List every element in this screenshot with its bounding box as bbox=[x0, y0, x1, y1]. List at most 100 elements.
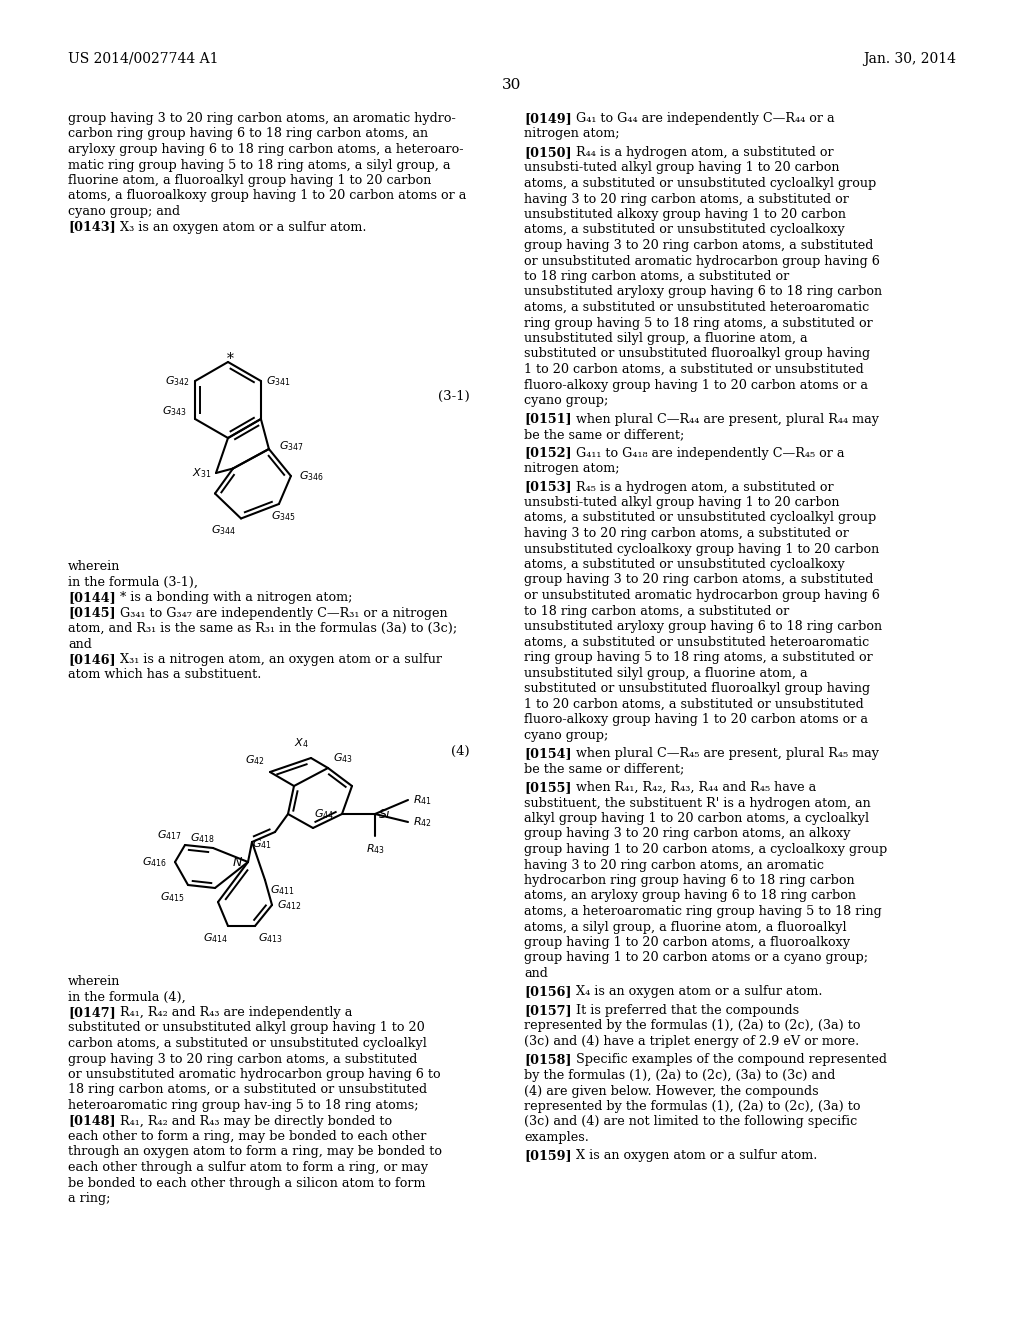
Text: examples.: examples. bbox=[524, 1131, 589, 1144]
Text: $G_{42}$: $G_{42}$ bbox=[246, 754, 265, 767]
Text: $X_4$: $X_4$ bbox=[294, 737, 309, 750]
Text: alkyl group having 1 to 20 carbon atoms, a cycloalkyl: alkyl group having 1 to 20 carbon atoms,… bbox=[524, 812, 869, 825]
Text: and: and bbox=[524, 968, 548, 979]
Text: group having 3 to 20 ring carbon atoms, an aromatic hydro-: group having 3 to 20 ring carbon atoms, … bbox=[68, 112, 456, 125]
Text: atoms, a silyl group, a fluorine atom, a fluoroalkyl: atoms, a silyl group, a fluorine atom, a… bbox=[524, 920, 847, 933]
Text: a ring;: a ring; bbox=[68, 1192, 111, 1205]
Text: atom which has a substituent.: atom which has a substituent. bbox=[68, 668, 261, 681]
Text: group having 1 to 20 carbon atoms, a cycloalkoxy group: group having 1 to 20 carbon atoms, a cyc… bbox=[524, 843, 887, 855]
Text: X₄ is an oxygen atom or a sulfur atom.: X₄ is an oxygen atom or a sulfur atom. bbox=[575, 986, 822, 998]
Text: [0150]: [0150] bbox=[524, 147, 571, 158]
Text: [0154]: [0154] bbox=[524, 747, 571, 760]
Text: in the formula (4),: in the formula (4), bbox=[68, 990, 185, 1003]
Text: group having 3 to 20 ring carbon atoms, an alkoxy: group having 3 to 20 ring carbon atoms, … bbox=[524, 828, 851, 841]
Text: $G_{347}$: $G_{347}$ bbox=[279, 440, 304, 453]
Text: $G_{411}$: $G_{411}$ bbox=[270, 883, 295, 896]
Text: US 2014/0027744 A1: US 2014/0027744 A1 bbox=[68, 51, 218, 66]
Text: represented by the formulas (1), (2a) to (2c), (3a) to: represented by the formulas (1), (2a) to… bbox=[524, 1100, 860, 1113]
Text: and: and bbox=[68, 638, 92, 651]
Text: $G_{414}$: $G_{414}$ bbox=[203, 931, 228, 945]
Text: to 18 ring carbon atoms, a substituted or: to 18 ring carbon atoms, a substituted o… bbox=[524, 605, 790, 618]
Text: unsubstituted silyl group, a fluorine atom, a: unsubstituted silyl group, a fluorine at… bbox=[524, 667, 808, 680]
Text: [0148]: [0148] bbox=[68, 1114, 116, 1127]
Text: $R_{43}$: $R_{43}$ bbox=[366, 842, 384, 855]
Text: $G_{418}$: $G_{418}$ bbox=[190, 832, 215, 845]
Text: $G_{44}$: $G_{44}$ bbox=[314, 807, 334, 821]
Text: atoms, a substituted or unsubstituted cycloalkyl group: atoms, a substituted or unsubstituted cy… bbox=[524, 177, 877, 190]
Text: (3c) and (4) have a triplet energy of 2.9 eV or more.: (3c) and (4) have a triplet energy of 2.… bbox=[524, 1035, 859, 1048]
Text: 1 to 20 carbon atoms, a substituted or unsubstituted: 1 to 20 carbon atoms, a substituted or u… bbox=[524, 697, 864, 710]
Text: having 3 to 20 ring carbon atoms, a substituted or: having 3 to 20 ring carbon atoms, a subs… bbox=[524, 193, 849, 206]
Text: (3-1): (3-1) bbox=[438, 389, 470, 403]
Text: unsubsti-tuted alkyl group having 1 to 20 carbon: unsubsti-tuted alkyl group having 1 to 2… bbox=[524, 161, 840, 174]
Text: each other through a sulfur atom to form a ring, or may: each other through a sulfur atom to form… bbox=[68, 1162, 428, 1173]
Text: cyano group; and: cyano group; and bbox=[68, 205, 180, 218]
Text: nitrogen atom;: nitrogen atom; bbox=[524, 462, 620, 475]
Text: It is preferred that the compounds: It is preferred that the compounds bbox=[575, 1005, 799, 1016]
Text: hydrocarbon ring group having 6 to 18 ring carbon: hydrocarbon ring group having 6 to 18 ri… bbox=[524, 874, 855, 887]
Text: 18 ring carbon atoms, or a substituted or unsubstituted: 18 ring carbon atoms, or a substituted o… bbox=[68, 1084, 427, 1097]
Text: $G_{412}$: $G_{412}$ bbox=[278, 898, 302, 912]
Text: Specific examples of the compound represented: Specific examples of the compound repres… bbox=[575, 1053, 887, 1067]
Text: X is an oxygen atom or a sulfur atom.: X is an oxygen atom or a sulfur atom. bbox=[575, 1150, 817, 1163]
Text: or unsubstituted aromatic hydrocarbon group having 6 to: or unsubstituted aromatic hydrocarbon gr… bbox=[68, 1068, 440, 1081]
Text: [0153]: [0153] bbox=[524, 480, 571, 494]
Text: *: * bbox=[226, 352, 233, 366]
Text: $Si$: $Si$ bbox=[378, 807, 391, 821]
Text: group having 1 to 20 carbon atoms or a cyano group;: group having 1 to 20 carbon atoms or a c… bbox=[524, 952, 868, 965]
Text: unsubstituted silyl group, a fluorine atom, a: unsubstituted silyl group, a fluorine at… bbox=[524, 333, 808, 345]
Text: substituted or unsubstituted fluoroalkyl group having: substituted or unsubstituted fluoroalkyl… bbox=[524, 347, 870, 360]
Text: or unsubstituted aromatic hydrocarbon group having 6: or unsubstituted aromatic hydrocarbon gr… bbox=[524, 589, 880, 602]
Text: 1 to 20 carbon atoms, a substituted or unsubstituted: 1 to 20 carbon atoms, a substituted or u… bbox=[524, 363, 864, 376]
Text: [0155]: [0155] bbox=[524, 781, 571, 795]
Text: [0158]: [0158] bbox=[524, 1053, 571, 1067]
Text: $N$: $N$ bbox=[232, 855, 243, 869]
Text: represented by the formulas (1), (2a) to (2c), (3a) to: represented by the formulas (1), (2a) to… bbox=[524, 1019, 860, 1032]
Text: matic ring group having 5 to 18 ring atoms, a silyl group, a: matic ring group having 5 to 18 ring ato… bbox=[68, 158, 451, 172]
Text: carbon ring group having 6 to 18 ring carbon atoms, an: carbon ring group having 6 to 18 ring ca… bbox=[68, 128, 428, 140]
Text: having 3 to 20 ring carbon atoms, an aromatic: having 3 to 20 ring carbon atoms, an aro… bbox=[524, 858, 824, 871]
Text: G₄₁ to G₄₄ are independently C—R₄₄ or a: G₄₁ to G₄₄ are independently C—R₄₄ or a bbox=[575, 112, 835, 125]
Text: $G_{417}$: $G_{417}$ bbox=[158, 828, 182, 842]
Text: ring group having 5 to 18 ring atoms, a substituted or: ring group having 5 to 18 ring atoms, a … bbox=[524, 651, 872, 664]
Text: [0151]: [0151] bbox=[524, 412, 571, 425]
Text: atoms, an aryloxy group having 6 to 18 ring carbon: atoms, an aryloxy group having 6 to 18 r… bbox=[524, 890, 856, 903]
Text: * is a bonding with a nitrogen atom;: * is a bonding with a nitrogen atom; bbox=[120, 591, 352, 605]
Text: 30: 30 bbox=[503, 78, 521, 92]
Text: when plural C—R₄₅ are present, plural R₄₅ may: when plural C—R₄₅ are present, plural R₄… bbox=[575, 747, 879, 760]
Text: group having 3 to 20 ring carbon atoms, a substituted: group having 3 to 20 ring carbon atoms, … bbox=[524, 573, 873, 586]
Text: $G_{345}$: $G_{345}$ bbox=[270, 510, 295, 523]
Text: R₄₄ is a hydrogen atom, a substituted or: R₄₄ is a hydrogen atom, a substituted or bbox=[575, 147, 834, 158]
Text: aryloxy group having 6 to 18 ring carbon atoms, a heteroaro-: aryloxy group having 6 to 18 ring carbon… bbox=[68, 143, 464, 156]
Text: [0159]: [0159] bbox=[524, 1150, 571, 1163]
Text: ring group having 5 to 18 ring atoms, a substituted or: ring group having 5 to 18 ring atoms, a … bbox=[524, 317, 872, 330]
Text: fluorine atom, a fluoroalkyl group having 1 to 20 carbon: fluorine atom, a fluoroalkyl group havin… bbox=[68, 174, 431, 187]
Text: atoms, a substituted or unsubstituted heteroaromatic: atoms, a substituted or unsubstituted he… bbox=[524, 635, 869, 648]
Text: cyano group;: cyano group; bbox=[524, 729, 608, 742]
Text: [0152]: [0152] bbox=[524, 446, 571, 459]
Text: atoms, a substituted or unsubstituted cycloalkoxy: atoms, a substituted or unsubstituted cy… bbox=[524, 223, 845, 236]
Text: Jan. 30, 2014: Jan. 30, 2014 bbox=[863, 51, 956, 66]
Text: $R_{41}$: $R_{41}$ bbox=[413, 793, 432, 807]
Text: $G_{342}$: $G_{342}$ bbox=[166, 374, 190, 388]
Text: [0157]: [0157] bbox=[524, 1005, 571, 1016]
Text: unsubstituted cycloalkoxy group having 1 to 20 carbon: unsubstituted cycloalkoxy group having 1… bbox=[524, 543, 880, 556]
Text: atoms, a fluoroalkoxy group having 1 to 20 carbon atoms or a: atoms, a fluoroalkoxy group having 1 to … bbox=[68, 190, 466, 202]
Text: R₄₁, R₄₂ and R₄₃ may be directly bonded to: R₄₁, R₄₂ and R₄₃ may be directly bonded … bbox=[120, 1114, 392, 1127]
Text: R₄₁, R₄₂ and R₄₃ are independently a: R₄₁, R₄₂ and R₄₃ are independently a bbox=[120, 1006, 352, 1019]
Text: $G_{43}$: $G_{43}$ bbox=[333, 751, 353, 766]
Text: atoms, a heteroaromatic ring group having 5 to 18 ring: atoms, a heteroaromatic ring group havin… bbox=[524, 906, 882, 917]
Text: $G_{343}$: $G_{343}$ bbox=[163, 404, 187, 418]
Text: to 18 ring carbon atoms, a substituted or: to 18 ring carbon atoms, a substituted o… bbox=[524, 271, 790, 282]
Text: $G_{346}$: $G_{346}$ bbox=[299, 469, 324, 483]
Text: $R_{42}$: $R_{42}$ bbox=[413, 814, 432, 829]
Text: G₄₁₁ to G₄₁₈ are independently C—R₄₅ or a: G₄₁₁ to G₄₁₈ are independently C—R₄₅ or … bbox=[575, 446, 845, 459]
Text: nitrogen atom;: nitrogen atom; bbox=[524, 128, 620, 140]
Text: (3c) and (4) are not limited to the following specific: (3c) and (4) are not limited to the foll… bbox=[524, 1115, 857, 1129]
Text: $X_{31}$: $X_{31}$ bbox=[191, 466, 211, 480]
Text: atoms, a substituted or unsubstituted cycloalkyl group: atoms, a substituted or unsubstituted cy… bbox=[524, 511, 877, 524]
Text: (4) are given below. However, the compounds: (4) are given below. However, the compou… bbox=[524, 1085, 818, 1097]
Text: [0146]: [0146] bbox=[68, 653, 116, 667]
Text: $G_{41}$: $G_{41}$ bbox=[252, 837, 272, 851]
Text: wherein: wherein bbox=[68, 975, 121, 987]
